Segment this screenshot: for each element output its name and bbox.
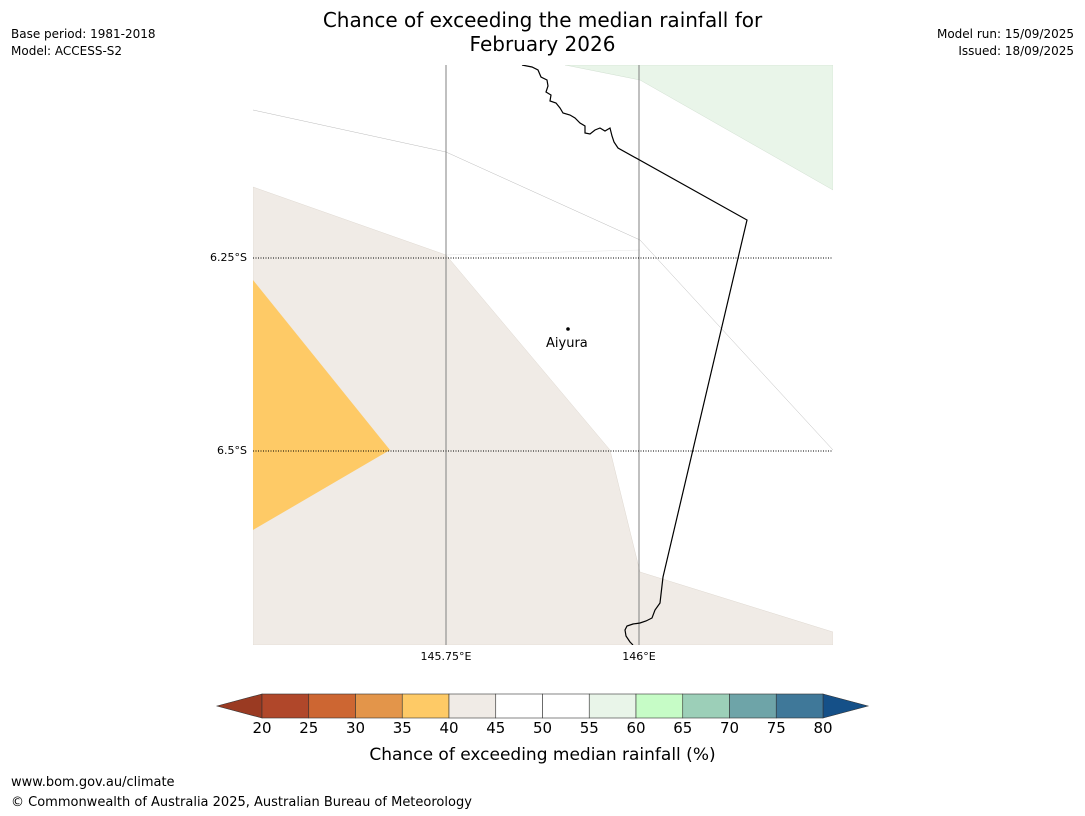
footer-url[interactable]: www.bom.gov.au/climate [11,775,175,790]
colorbar-tick-label: 50 [532,719,553,737]
lat-label-6-25: 6.25°S [210,251,247,264]
base-period: Base period: 1981-2018 [11,27,156,41]
cell-boundary-1 [253,109,833,451]
colorbar-segment [308,693,356,719]
colorbar-segment [261,693,310,719]
map-title: Chance of exceeding the median rainfall … [0,8,1085,56]
colorbar-tick-label: 45 [486,719,506,737]
region-light-green [564,65,833,191]
colorbar [215,693,870,719]
colorbar-tick-label: 65 [673,719,693,737]
colorbar-tick-label: 80 [813,719,833,737]
issued-date: Issued: 18/09/2025 [958,44,1074,58]
place-marker-aiyura [566,327,570,331]
lon-label-146: 146°E [622,650,656,663]
colorbar-tick-label: 35 [392,719,412,737]
colorbar-segment [401,693,450,719]
colorbar-tick-label: 70 [719,719,740,737]
region-beige-west [253,186,833,645]
title-line-2: February 2026 [469,32,616,56]
province-border [521,65,748,645]
meta-left: Base period: 1981-2018 Model: ACCESS-S2 [11,26,156,60]
colorbar-segment [495,693,543,719]
colorbar-under-arrow [215,693,263,719]
colorbar-segment [588,693,637,719]
colorbar-segment [729,693,777,719]
meta-right: Model run: 15/09/2025 Issued: 18/09/2025 [937,26,1074,60]
colorbar-tick-label: 25 [299,719,319,737]
title-line-1: Chance of exceeding the median rainfall … [322,8,763,32]
colorbar-segment [635,693,684,719]
place-label-aiyura: Aiyura [546,336,588,351]
colorbar-segment [775,693,824,719]
region-yellow [253,280,390,530]
model-name: Model: ACCESS-S2 [11,44,123,58]
colorbar-tick-label: 55 [579,719,599,737]
cell-boundary-2 [445,249,641,256]
lon-label-145-75: 145.75°E [420,650,472,663]
model-run: Model run: 15/09/2025 [936,27,1074,41]
colorbar-segment [355,693,403,719]
footer-copyright: © Commonwealth of Australia 2025, Austra… [11,795,472,810]
colorbar-tick-label: 20 [252,719,272,737]
lat-label-6-5: 6.5°S [217,444,247,457]
colorbar-label: Chance of exceeding median rainfall (%) [369,745,716,765]
colorbar-segment [448,693,497,719]
colorbar-segment [542,693,590,719]
colorbar-tick-label: 60 [626,719,646,737]
colorbar-over-arrow [822,693,870,719]
colorbar-tick-label: 75 [766,719,786,737]
colorbar-tick-label: 40 [439,719,459,737]
colorbar-segment [682,693,730,719]
map-area [253,65,833,645]
colorbar-tick-label: 30 [345,719,366,737]
